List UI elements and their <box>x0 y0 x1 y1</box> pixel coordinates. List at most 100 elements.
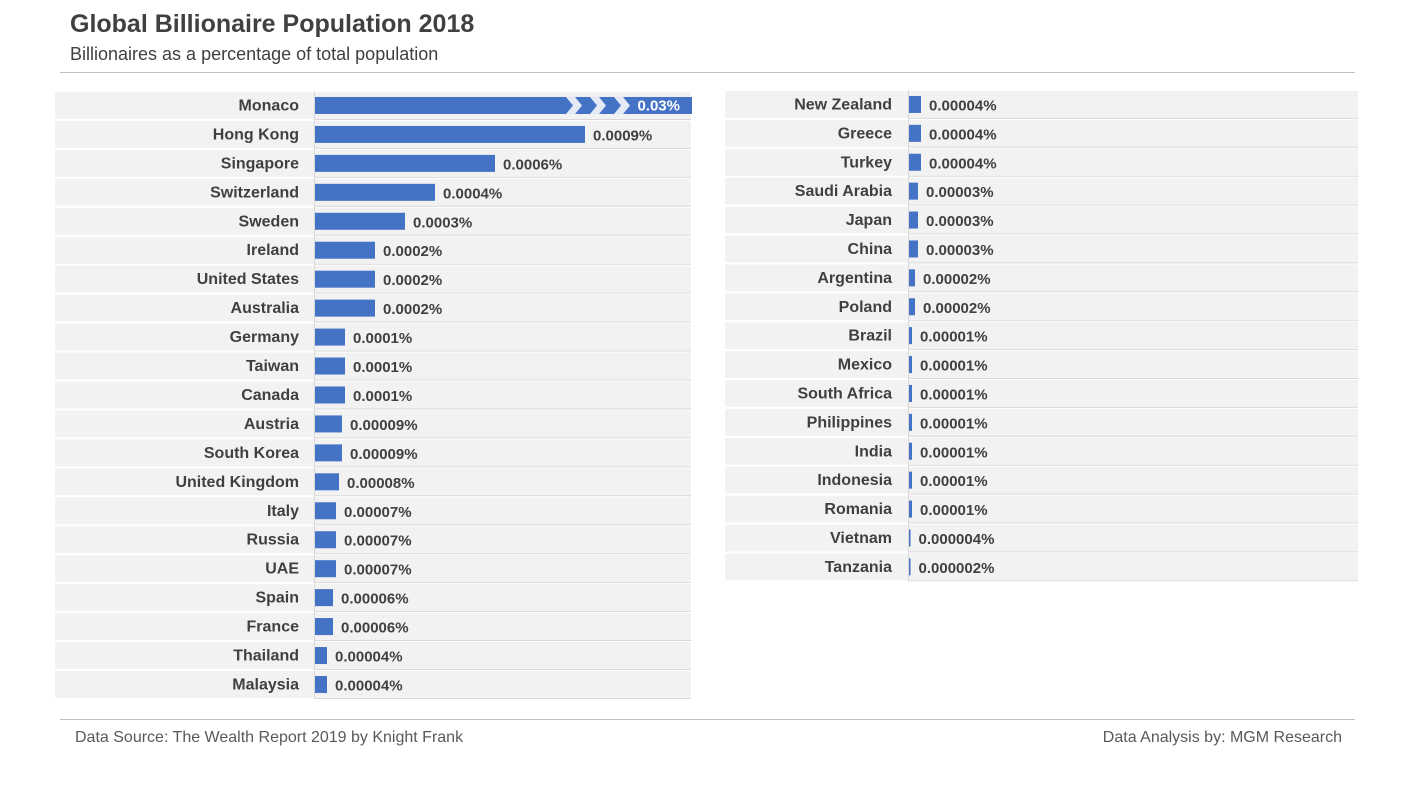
row-band <box>55 642 691 669</box>
category-label: Canada <box>241 387 299 404</box>
bar <box>315 125 585 143</box>
data-label: 0.0001% <box>353 359 412 376</box>
data-label: 0.00008% <box>347 475 415 492</box>
category-label: United States <box>197 271 299 288</box>
data-label: 0.00001% <box>920 444 988 461</box>
bar <box>315 357 345 375</box>
category-label: Italy <box>267 503 299 520</box>
category-label: Malaysia <box>232 676 299 693</box>
data-label: 0.0001% <box>353 330 412 347</box>
bar <box>315 502 336 520</box>
bar <box>315 444 342 462</box>
bar <box>909 298 915 316</box>
category-label: South Africa <box>797 385 892 402</box>
row-band <box>725 206 1358 234</box>
category-label: Singapore <box>221 155 299 172</box>
bar <box>315 531 336 549</box>
data-label: 0.00001% <box>920 502 988 519</box>
data-label: 0.00001% <box>920 415 988 432</box>
row-band <box>725 380 1358 407</box>
category-label: France <box>247 619 300 636</box>
category-label: Taiwan <box>246 358 299 375</box>
data-label: 0.00004% <box>335 677 403 694</box>
data-label: 0.0009% <box>593 127 652 144</box>
data-label: 0.00001% <box>920 386 988 403</box>
row-band <box>55 555 691 583</box>
bar <box>315 299 375 317</box>
chart-title: Global Billionaire Population 2018 <box>70 10 475 38</box>
bar <box>909 211 918 229</box>
category-label: Indonesia <box>817 472 892 489</box>
data-label: 0.00007% <box>344 562 412 579</box>
row-band <box>55 497 691 525</box>
data-label: 0.00002% <box>923 271 991 288</box>
row-band <box>55 584 691 612</box>
data-label: 0.00006% <box>341 620 409 637</box>
bar <box>315 675 327 693</box>
category-label: Philippines <box>807 414 892 431</box>
row-band <box>55 526 691 554</box>
row-band <box>55 671 691 698</box>
row-band <box>55 352 691 380</box>
row-band <box>725 293 1358 321</box>
category-label: Japan <box>846 212 892 229</box>
row-band <box>725 264 1358 292</box>
row-band <box>725 119 1358 147</box>
category-label: Australia <box>231 300 300 317</box>
data-label: 0.00001% <box>920 358 988 375</box>
row-band <box>725 351 1358 378</box>
row-band <box>725 322 1358 350</box>
bar <box>909 529 911 547</box>
category-label: Brazil <box>848 328 892 345</box>
bar <box>315 183 435 201</box>
category-label: Romania <box>824 501 892 518</box>
bar <box>909 413 912 431</box>
bar <box>909 95 921 113</box>
category-label: Russia <box>247 532 300 549</box>
data-label: 0.00003% <box>926 213 994 230</box>
chart-panel-1: Monaco 0.03% Hong Kong 0.0009% Singapore 0.00… <box>55 91 692 699</box>
data-label: 0.0003% <box>413 214 472 231</box>
data-label: 0.00004% <box>929 97 997 114</box>
category-label: UAE <box>265 561 299 578</box>
bar <box>909 500 912 518</box>
category-label: Greece <box>838 125 892 142</box>
data-label: 0.0002% <box>383 243 442 260</box>
category-label: South Korea <box>204 445 299 462</box>
chart-subtitle: Billionaires as a percentage of total po… <box>70 44 439 64</box>
category-label: Poland <box>839 299 892 316</box>
row-band <box>55 468 691 496</box>
data-label: 0.00009% <box>350 417 418 434</box>
data-label: 0.00003% <box>926 184 994 201</box>
row-band <box>725 466 1358 494</box>
bar <box>315 560 336 578</box>
data-label: 0.0002% <box>383 272 442 289</box>
bar <box>315 589 333 607</box>
data-label: 0.000004% <box>919 531 995 548</box>
row-band <box>725 553 1358 581</box>
data-label: 0.00003% <box>926 242 994 259</box>
category-label: Turkey <box>841 154 892 171</box>
row-band <box>55 439 691 467</box>
category-label: Saudi Arabia <box>795 183 892 200</box>
row-band <box>725 408 1358 436</box>
analysis-credit: Data Analysis by: MGM Research <box>1102 729 1342 746</box>
row-band <box>55 381 691 409</box>
data-label: 0.00007% <box>344 533 412 550</box>
bar <box>909 471 912 489</box>
data-label: 0.0004% <box>443 185 502 202</box>
category-label: Sweden <box>239 213 299 230</box>
chart-panel-2: New Zealand 0.00004% Greece 0.00004% Turkey 0… <box>725 90 1358 582</box>
bar <box>909 558 911 576</box>
category-label: New Zealand <box>794 96 892 113</box>
row-band <box>725 91 1358 118</box>
category-label: Ireland <box>247 242 299 259</box>
data-source-note: Data Source: The Wealth Report 2019 by K… <box>75 729 464 746</box>
data-label: 0.00004% <box>335 649 403 666</box>
axis-break-chevron <box>614 96 630 114</box>
category-label: Monaco <box>239 97 300 114</box>
category-label: Spain <box>255 590 299 607</box>
data-label: 0.00001% <box>920 473 988 490</box>
bar <box>315 241 375 259</box>
row-band <box>725 177 1358 205</box>
